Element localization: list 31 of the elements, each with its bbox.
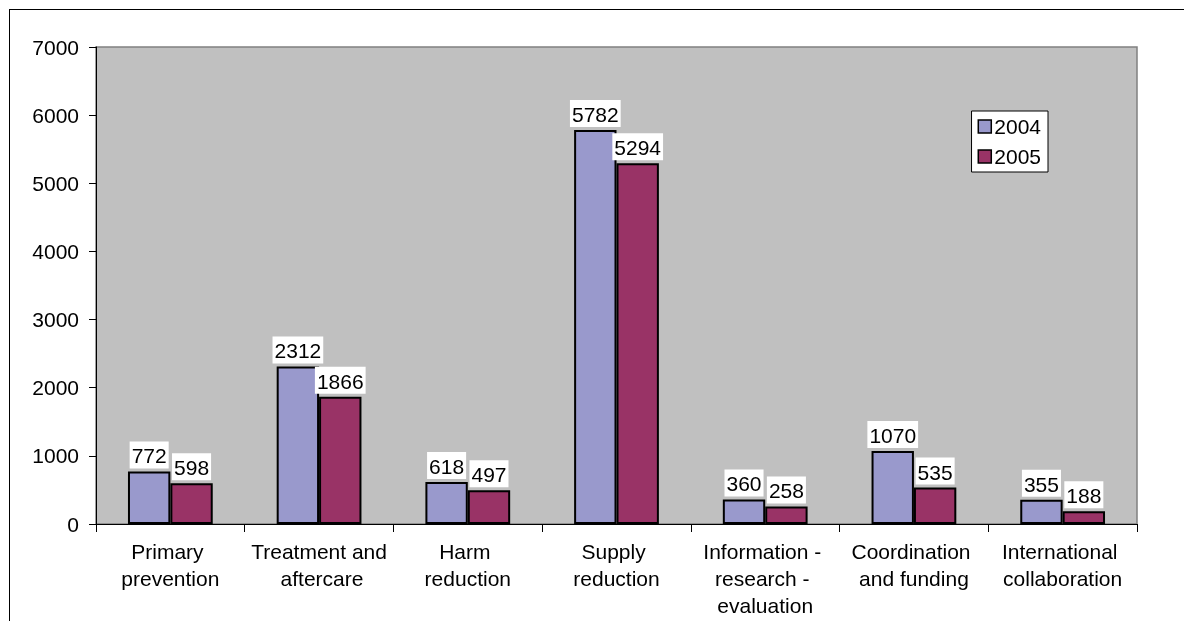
x-tick-label: Treatment and aftercare bbox=[251, 540, 387, 590]
x-tick-label: Supply reduction bbox=[573, 540, 660, 590]
data-label: 497 bbox=[471, 463, 507, 487]
y-tick-label: 0 bbox=[67, 512, 79, 536]
data-label: 188 bbox=[1066, 484, 1102, 508]
data-label: 2312 bbox=[274, 339, 322, 363]
data-label: 1866 bbox=[316, 369, 364, 393]
y-tick-label: 7000 bbox=[32, 35, 79, 59]
y-tick-label: 6000 bbox=[32, 103, 79, 127]
x-tick-label: Harm reduction bbox=[424, 540, 511, 590]
x-tick-label: Information - research - evaluation bbox=[703, 540, 828, 617]
data-label: 618 bbox=[429, 454, 465, 478]
data-label: 258 bbox=[768, 479, 804, 503]
y-tick-label: 1000 bbox=[32, 444, 79, 468]
data-label: 535 bbox=[917, 460, 953, 484]
data-label: 598 bbox=[174, 456, 210, 480]
x-tick-label: Primary prevention bbox=[121, 540, 220, 590]
y-tick-label: 4000 bbox=[32, 239, 79, 263]
data-label: 772 bbox=[131, 444, 167, 468]
data-label: 5782 bbox=[571, 103, 619, 126]
x-tick-label: Coordination and funding bbox=[851, 540, 977, 590]
legend-label: 2005 bbox=[994, 145, 1041, 168]
data-label: 5294 bbox=[614, 136, 662, 160]
data-label: 1070 bbox=[869, 424, 917, 448]
y-tick-label: 3000 bbox=[32, 308, 79, 332]
y-tick-label: 2000 bbox=[32, 376, 79, 400]
legend-label: 2004 bbox=[994, 115, 1042, 138]
data-label: 360 bbox=[726, 472, 762, 496]
x-tick-label: International collaboration bbox=[1001, 540, 1124, 590]
data-label: 355 bbox=[1023, 472, 1059, 496]
y-tick-label: 5000 bbox=[32, 171, 79, 195]
